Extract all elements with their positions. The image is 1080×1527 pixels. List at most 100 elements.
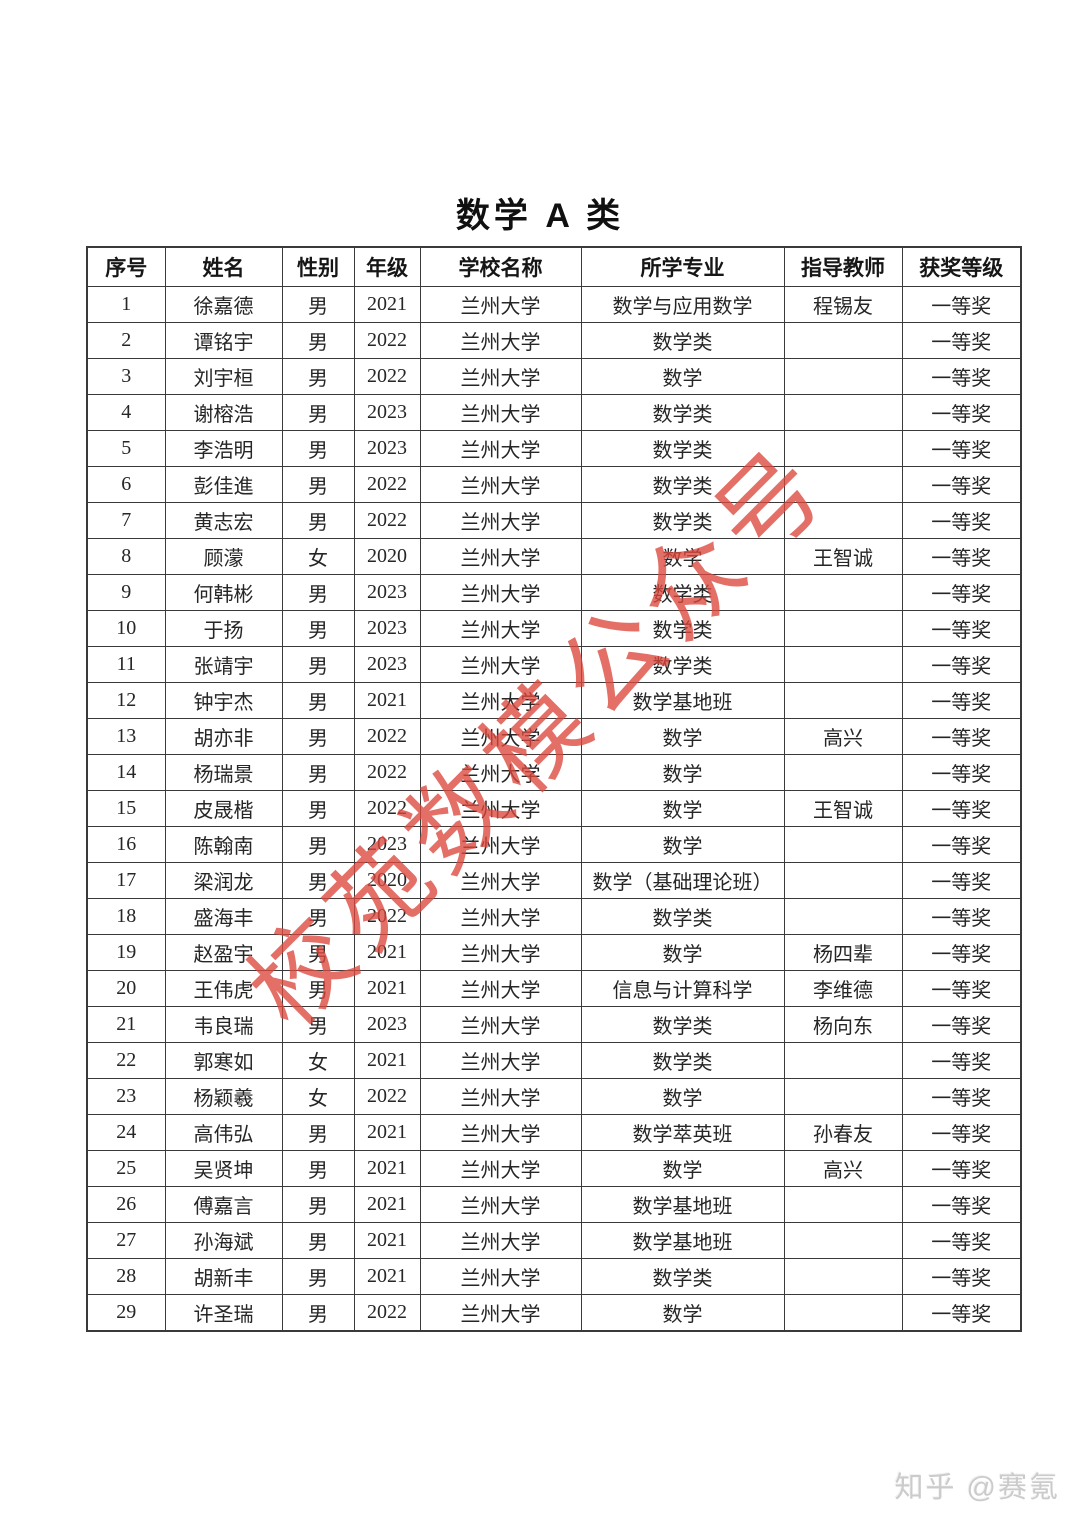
cell-major: 数学: [580, 754, 785, 791]
cell-advisor: [783, 394, 903, 431]
cell-name: 张靖宇: [164, 646, 283, 683]
table-row: 14 杨瑞景 男 2022 兰州大学 数学 一等奖: [86, 754, 1022, 791]
cell-major: 数学类: [580, 430, 785, 467]
cell-award: 一等奖: [901, 574, 1022, 611]
table-row: 21 韦良瑞 男 2023 兰州大学 数学类 杨向东 一等奖: [86, 1006, 1022, 1043]
cell-school: 兰州大学: [419, 898, 582, 935]
cell-school: 兰州大学: [419, 394, 582, 431]
table-row: 7 黄志宏 男 2022 兰州大学 数学类 一等奖: [86, 502, 1022, 539]
cell-major: 数学基地班: [580, 1222, 785, 1259]
cell-award: 一等奖: [901, 754, 1022, 791]
table-row: 22 郭寒如 女 2021 兰州大学 数学类 一等奖: [86, 1042, 1022, 1079]
cell-advisor: [783, 1078, 903, 1115]
cell-name: 彭佳進: [164, 466, 283, 503]
cell-award: 一等奖: [901, 286, 1022, 323]
cell-gender: 女: [281, 538, 355, 575]
table-row: 13 胡亦非 男 2022 兰州大学 数学 高兴 一等奖: [86, 718, 1022, 755]
cell-index: 6: [86, 466, 166, 503]
cell-award: 一等奖: [901, 538, 1022, 575]
cell-grade: 2020: [353, 538, 421, 575]
cell-index: 9: [86, 574, 166, 611]
cell-index: 26: [86, 1186, 166, 1223]
cell-advisor: [783, 430, 903, 467]
cell-grade: 2022: [353, 754, 421, 791]
cell-school: 兰州大学: [419, 754, 582, 791]
cell-advisor: [783, 646, 903, 683]
cell-grade: 2022: [353, 466, 421, 503]
cell-index: 4: [86, 394, 166, 431]
cell-major: 数学类: [580, 322, 785, 359]
cell-advisor: [783, 322, 903, 359]
cell-advisor: [783, 358, 903, 395]
cell-award: 一等奖: [901, 322, 1022, 359]
cell-advisor: 高兴: [783, 1150, 903, 1187]
cell-award: 一等奖: [901, 502, 1022, 539]
table-row: 24 高伟弘 男 2021 兰州大学 数学萃英班 孙春友 一等奖: [86, 1114, 1022, 1151]
cell-name: 杨颖羲: [164, 1078, 283, 1115]
cell-name: 何韩彬: [164, 574, 283, 611]
cell-school: 兰州大学: [419, 430, 582, 467]
cell-major: 数学: [580, 718, 785, 755]
cell-name: 王伟虎: [164, 970, 283, 1007]
cell-index: 2: [86, 322, 166, 359]
cell-index: 13: [86, 718, 166, 755]
cell-gender: 男: [281, 934, 355, 971]
cell-advisor: [783, 502, 903, 539]
cell-advisor: [783, 610, 903, 647]
cell-name: 梁润龙: [164, 862, 283, 899]
cell-gender: 男: [281, 466, 355, 503]
cell-school: 兰州大学: [419, 934, 582, 971]
cell-advisor: [783, 862, 903, 899]
cell-grade: 2022: [353, 898, 421, 935]
cell-major: 数学基地班: [580, 682, 785, 719]
cell-advisor: [783, 1294, 903, 1332]
col-header-major: 所学专业: [580, 246, 785, 287]
cell-name: 顾濛: [164, 538, 283, 575]
cell-name: 谭铭宇: [164, 322, 283, 359]
cell-name: 谢榕浩: [164, 394, 283, 431]
table-row: 3 刘宇桓 男 2022 兰州大学 数学 一等奖: [86, 358, 1022, 395]
cell-gender: 男: [281, 862, 355, 899]
cell-gender: 男: [281, 718, 355, 755]
cell-name: 徐嘉德: [164, 286, 283, 323]
cell-grade: 2023: [353, 430, 421, 467]
cell-advisor: 孙春友: [783, 1114, 903, 1151]
cell-name: 傅嘉言: [164, 1186, 283, 1223]
cell-grade: 2021: [353, 970, 421, 1007]
cell-index: 24: [86, 1114, 166, 1151]
cell-school: 兰州大学: [419, 1078, 582, 1115]
cell-gender: 男: [281, 1006, 355, 1043]
cell-name: 韦良瑞: [164, 1006, 283, 1043]
cell-index: 11: [86, 646, 166, 683]
cell-index: 15: [86, 790, 166, 827]
cell-major: 数学类: [580, 898, 785, 935]
cell-school: 兰州大学: [419, 826, 582, 863]
cell-grade: 2023: [353, 1006, 421, 1043]
cell-advisor: [783, 826, 903, 863]
cell-major: 数学: [580, 934, 785, 971]
table-row: 29 许圣瑞 男 2022 兰州大学 数学 一等奖: [86, 1294, 1022, 1332]
cell-index: 19: [86, 934, 166, 971]
cell-award: 一等奖: [901, 862, 1022, 899]
cell-name: 赵盈宇: [164, 934, 283, 971]
cell-major: 数学萃英班: [580, 1114, 785, 1151]
cell-name: 李浩明: [164, 430, 283, 467]
cell-gender: 男: [281, 754, 355, 791]
cell-award: 一等奖: [901, 610, 1022, 647]
cell-award: 一等奖: [901, 1186, 1022, 1223]
table-row: 15 皮晟楷 男 2022 兰州大学 数学 王智诚 一等奖: [86, 790, 1022, 827]
cell-gender: 男: [281, 394, 355, 431]
cell-gender: 男: [281, 1114, 355, 1151]
cell-gender: 男: [281, 502, 355, 539]
cell-grade: 2022: [353, 502, 421, 539]
cell-school: 兰州大学: [419, 1222, 582, 1259]
cell-major: 数学类: [580, 646, 785, 683]
cell-advisor: [783, 754, 903, 791]
cell-name: 吴贤坤: [164, 1150, 283, 1187]
cell-advisor: [783, 1042, 903, 1079]
cell-name: 盛海丰: [164, 898, 283, 935]
cell-award: 一等奖: [901, 1294, 1022, 1332]
cell-major: 数学类: [580, 574, 785, 611]
cell-name: 杨瑞景: [164, 754, 283, 791]
table-row: 4 谢榕浩 男 2023 兰州大学 数学类 一等奖: [86, 394, 1022, 431]
